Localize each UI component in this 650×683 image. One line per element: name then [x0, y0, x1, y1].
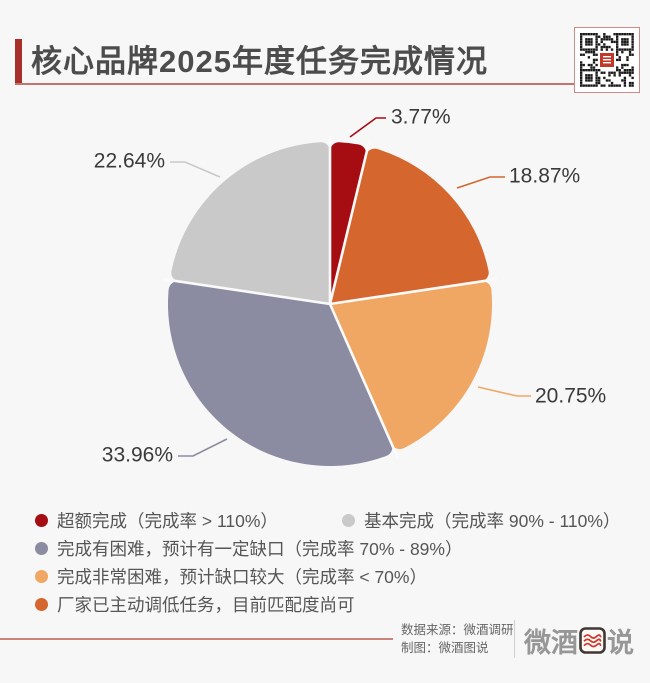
pie-slice [171, 142, 330, 304]
legend-item-label: 完成非常困难，预计缺口较大（完成率 < 70%） [57, 566, 427, 587]
leader-line [456, 176, 505, 189]
legend-item-label: 超额完成（完成率 > 110%） [57, 510, 278, 531]
slice-gap [329, 277, 498, 306]
legend-item-label: 基本完成（完成率 90% - 110%） [364, 510, 621, 531]
logo-text-right: 说 [607, 627, 634, 658]
legend-dot [342, 513, 355, 527]
legend: 超额完成（完成率 > 110%） 基本完成（完成率 90% - 110%） 完成… [35, 506, 625, 618]
legend-item: 基本完成（完成率 90% - 110%） [342, 506, 620, 534]
leader-line [477, 386, 531, 397]
legend-item-label: 完成有困难，预计有一定缺口（完成率 70% - 89%） [57, 538, 463, 559]
credits: 数据来源：微酒调研 制图：微酒图说 [401, 621, 514, 657]
legend-dot [35, 569, 48, 583]
footer-accent-line [0, 638, 393, 640]
slice-percentage-label: 33.96% [102, 444, 173, 467]
pie-slices [168, 142, 492, 466]
data-source-line: 数据来源：微酒调研 [401, 623, 514, 637]
header: 核心品牌2025年度任务完成情况 [0, 0, 650, 96]
legend-dot [35, 541, 48, 555]
legend-dot [35, 597, 48, 611]
weijiu-logo: 微酒 说 [524, 620, 634, 660]
slice-gap [328, 303, 400, 460]
slice-percentage-label: 20.75% [535, 385, 606, 408]
legend-item: 完成非常困难，预计缺口较大（完成率 < 70%） [35, 564, 427, 589]
slice-percentage-label: 3.77% [391, 106, 451, 129]
logo-wave-icon [579, 626, 606, 654]
slice-separators [162, 135, 498, 460]
slice-gap [162, 277, 331, 306]
pie-slice [330, 148, 489, 304]
slice-percentage-label: 22.64% [94, 150, 165, 173]
footer-divider [514, 620, 515, 658]
footer: 数据来源：微酒调研 制图：微酒图说 微酒 说 [0, 610, 650, 683]
slice-percentage-label: 18.87% [509, 165, 580, 188]
leader-line [178, 438, 228, 457]
leader-line [349, 117, 386, 138]
legend-item: 超额完成（完成率 > 110%） [35, 508, 278, 533]
legend-item: 完成有困难，预计有一定缺口（完成率 70% - 89%） [35, 536, 462, 561]
legend-item-label: 厂家已主动调低任务，目前匹配度尚可 [57, 594, 355, 615]
leader-line [170, 161, 221, 178]
chart-credit-line: 制图：微酒图说 [401, 641, 489, 655]
pie-slice [168, 281, 393, 466]
pie-slice [330, 281, 492, 450]
page-title: 核心品牌2025年度任务完成情况 [31, 44, 488, 79]
leader-lines [170, 117, 531, 457]
legend-dot [35, 513, 48, 527]
title-underline [15, 83, 638, 85]
logo-text-left: 微酒 [524, 627, 578, 658]
legend-item: 厂家已主动调低任务，目前匹配度尚可 [35, 592, 355, 617]
title-accent-bar [15, 39, 22, 85]
slice-gap [328, 139, 371, 305]
qr-code-icon [574, 27, 640, 93]
